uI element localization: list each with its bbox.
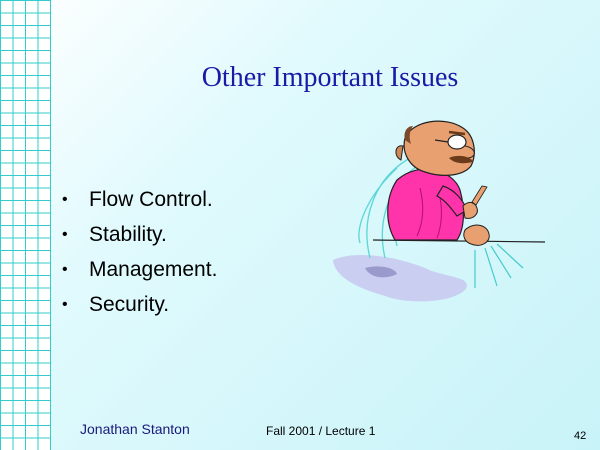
footer-course-info: Fall 2001 / Lecture 1 <box>266 424 376 438</box>
list-item: • Stability. <box>62 217 217 252</box>
bullet-text: Security. <box>89 293 170 316</box>
bullet-text: Management. <box>89 258 218 281</box>
bullet-text: Stability. <box>89 223 167 246</box>
bullet-icon: • <box>62 296 68 313</box>
bullet-text: Flow Control. <box>89 188 213 211</box>
bullet-icon: • <box>62 226 68 243</box>
bullet-icon: • <box>62 261 68 278</box>
footer-author: Jonathan Stanton <box>80 421 190 437</box>
list-item: • Flow Control. <box>62 182 217 217</box>
slide-title: Other Important Issues <box>201 62 459 93</box>
page-number: 42 <box>574 430 587 442</box>
list-item: • Management. <box>62 252 217 287</box>
decorative-grid <box>0 0 51 450</box>
man-pounding-table-clipart <box>333 120 546 302</box>
bullet-list: • Flow Control. • Stability. • Management. … <box>62 182 217 322</box>
list-item: • Security. <box>62 287 217 322</box>
bullet-icon: • <box>62 191 68 208</box>
